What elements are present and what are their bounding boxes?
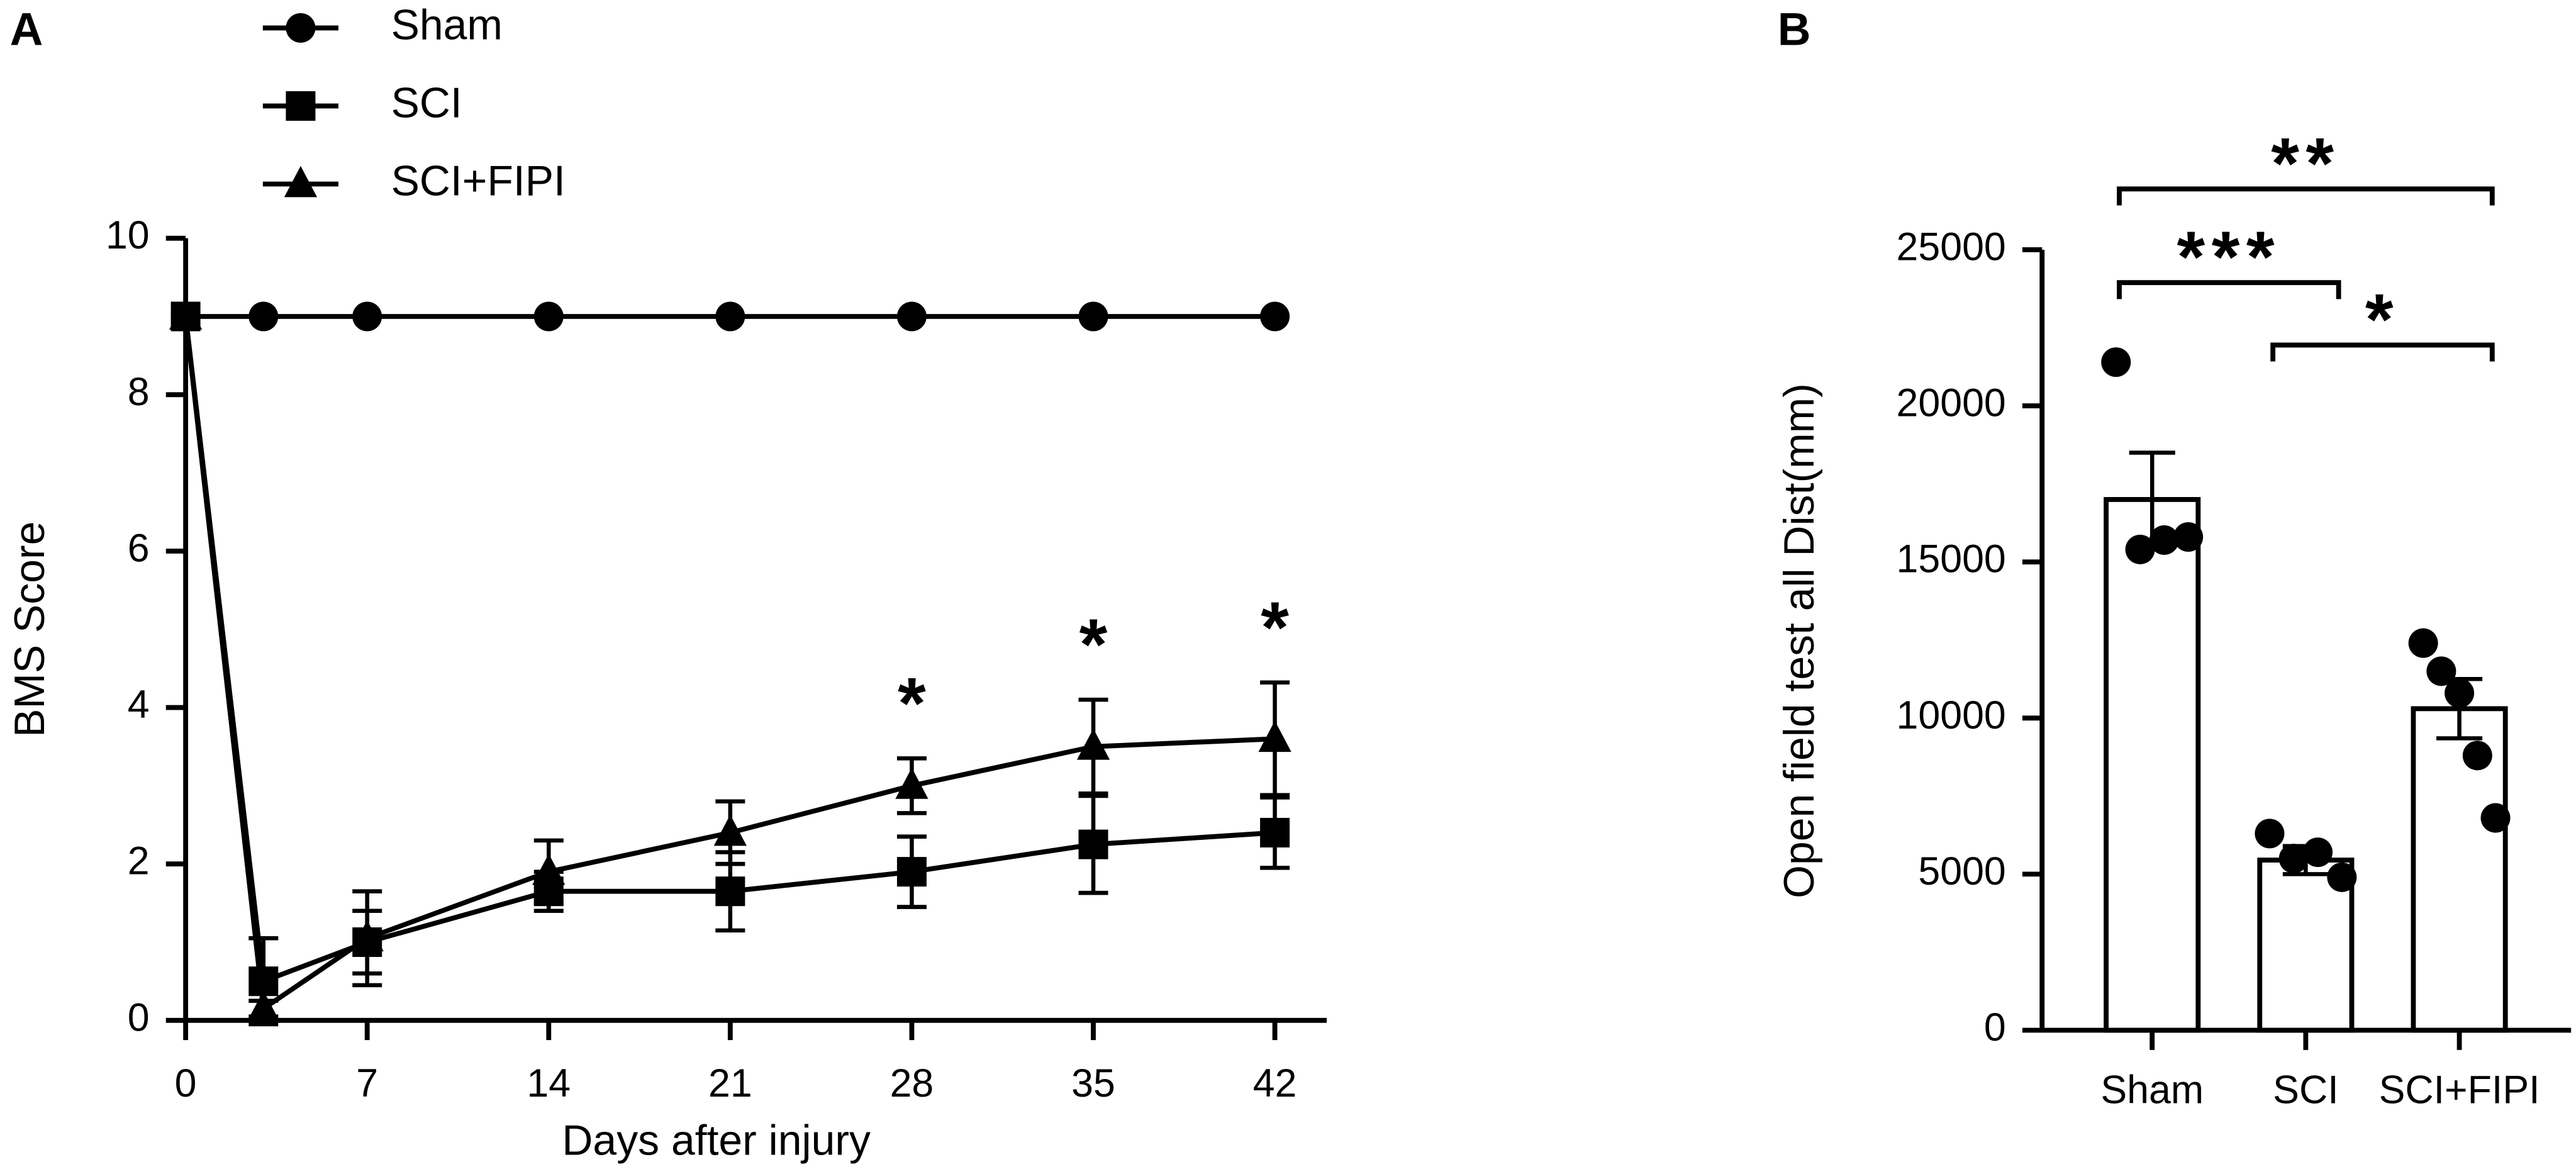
y-tick-label: 6: [128, 526, 150, 570]
marker: [352, 301, 382, 332]
y-tick-label: 0: [1984, 1005, 2006, 1049]
annotation: *: [898, 663, 926, 744]
x-tick-label: 28: [890, 1061, 934, 1105]
data-point: [2426, 656, 2456, 686]
marker: [1078, 301, 1108, 332]
marker: [896, 857, 927, 887]
y-tick-label: 5000: [1918, 849, 2005, 893]
data-point: [2149, 525, 2179, 555]
y-tick-label: 25000: [1897, 225, 2006, 269]
significance-bracket: [2117, 186, 2495, 206]
data-point: [2445, 678, 2475, 708]
marker: [532, 853, 566, 885]
data-point: [2278, 844, 2309, 874]
significance-label: ***: [2177, 217, 2282, 298]
y-tick-label: 15000: [1897, 537, 2006, 581]
marker: [1260, 301, 1290, 332]
x-tick-label: 35: [1071, 1061, 1115, 1105]
panel-label: A: [10, 4, 43, 55]
data-point: [2101, 347, 2131, 377]
significance-bracket: [2117, 280, 2341, 299]
legend-label: Sham: [391, 1, 503, 48]
data-point: [2255, 819, 2285, 849]
data-point: [2327, 862, 2357, 892]
x-tick-label: SCI+FIPI: [2379, 1068, 2540, 1112]
data-point: [2173, 522, 2204, 552]
x-tick-label: 7: [356, 1061, 378, 1105]
data-point: [2462, 741, 2492, 771]
marker: [169, 298, 203, 330]
y-tick-label: 4: [128, 683, 150, 727]
bar: [2104, 497, 2201, 1033]
marker: [1076, 728, 1110, 760]
annotation: *: [1261, 588, 1289, 668]
marker: [286, 13, 316, 43]
y-axis-title: Open field test all Dist(mm): [1776, 383, 1823, 898]
legend-label: SCI: [391, 79, 462, 126]
y-axis-title: BMS Score: [6, 522, 53, 737]
marker: [715, 301, 745, 332]
data-point: [2303, 837, 2333, 868]
marker: [1078, 829, 1108, 859]
marker: [286, 91, 316, 121]
y-tick-label: 8: [128, 370, 150, 414]
marker: [1258, 720, 1291, 752]
marker: [350, 920, 384, 952]
y-tick-label: 10000: [1897, 693, 2006, 737]
marker: [715, 876, 745, 907]
data-point: [2125, 534, 2155, 564]
x-tick-label: Sham: [2100, 1068, 2204, 1112]
series-line: [183, 316, 1275, 985]
annotation: *: [1079, 605, 1108, 685]
x-tick-label: 21: [708, 1061, 752, 1105]
x-tick-label: 14: [527, 1061, 571, 1105]
significance-label: *: [2365, 279, 2400, 360]
y-tick-label: 0: [128, 995, 150, 1039]
legend-label: SCI+FIPI: [391, 157, 566, 204]
significance-label: **: [2271, 123, 2340, 204]
significance-bracket: [2270, 342, 2495, 362]
panel-label: B: [1778, 4, 1811, 55]
y-tick-label: 2: [128, 839, 150, 883]
x-tick-label: 42: [1253, 1061, 1297, 1105]
x-axis-title: Days after injury: [562, 1117, 871, 1165]
marker: [896, 301, 927, 332]
marker: [247, 990, 280, 1022]
y-tick-label: 20000: [1897, 381, 2006, 425]
marker: [284, 165, 318, 198]
marker: [533, 301, 564, 332]
x-tick-label: SCI: [2273, 1068, 2338, 1112]
data-point: [2408, 628, 2438, 658]
marker: [1260, 817, 1290, 847]
marker: [248, 301, 279, 332]
marker: [895, 768, 928, 799]
x-tick-label: 0: [175, 1061, 197, 1105]
marker: [713, 814, 747, 846]
data-point: [2480, 803, 2511, 833]
series-line: [183, 316, 1275, 1014]
y-tick-label: 10: [106, 213, 150, 257]
